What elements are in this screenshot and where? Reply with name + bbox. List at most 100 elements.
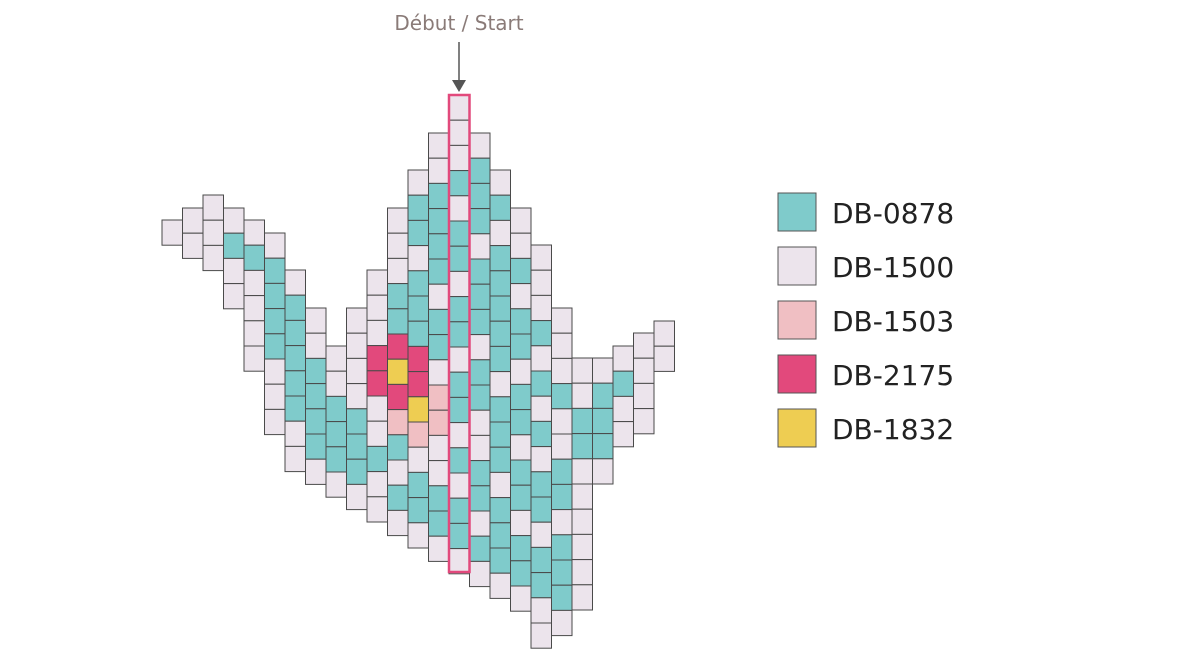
bead	[653, 320, 675, 347]
bead	[510, 535, 532, 562]
bead	[489, 371, 511, 398]
bead	[305, 408, 327, 435]
bead	[284, 319, 306, 347]
bead	[305, 332, 327, 359]
bead	[489, 446, 511, 473]
bead	[366, 395, 388, 422]
bead	[366, 345, 388, 372]
bead	[633, 357, 655, 384]
bead	[366, 370, 388, 397]
bead	[489, 270, 511, 297]
bead	[510, 434, 532, 461]
bead	[161, 219, 183, 246]
bead	[510, 207, 532, 234]
bead	[551, 483, 573, 511]
bead	[325, 421, 347, 448]
bead	[448, 119, 470, 146]
bead	[284, 420, 306, 447]
bead	[469, 384, 491, 411]
bead	[305, 357, 327, 385]
legend-swatch	[777, 354, 817, 394]
bead	[387, 383, 409, 411]
bead	[489, 471, 511, 499]
bead	[428, 334, 450, 361]
legend-swatch	[777, 300, 817, 340]
bead	[530, 521, 552, 548]
bead	[202, 244, 224, 272]
bead	[448, 170, 470, 197]
bead	[407, 169, 429, 196]
bead	[530, 622, 552, 649]
bead	[633, 408, 655, 435]
legend-label: DB-2175	[832, 359, 954, 392]
bead	[530, 471, 552, 498]
bead	[510, 283, 532, 310]
bead	[264, 308, 286, 335]
bead	[366, 269, 388, 296]
bead	[284, 445, 306, 473]
bead	[366, 445, 388, 473]
bead	[243, 244, 265, 271]
bead	[387, 509, 409, 537]
bead	[407, 396, 429, 423]
bead	[407, 421, 429, 448]
bead	[407, 194, 429, 221]
bead	[551, 332, 573, 359]
bead	[612, 370, 634, 397]
bead	[510, 484, 532, 511]
bead	[387, 207, 409, 234]
bead	[510, 308, 532, 335]
bead	[571, 533, 593, 561]
bead	[407, 371, 429, 398]
bead	[489, 547, 511, 574]
bead	[387, 434, 409, 461]
bead	[510, 333, 532, 360]
bead	[571, 483, 593, 510]
bead	[448, 396, 470, 424]
bead	[571, 407, 593, 435]
bead	[407, 320, 429, 347]
bead	[469, 258, 491, 285]
bead	[489, 421, 511, 448]
bead	[428, 208, 450, 235]
bead	[366, 294, 388, 321]
bead	[428, 233, 450, 260]
bead	[407, 270, 429, 297]
bead	[510, 409, 532, 436]
bead	[571, 458, 593, 485]
bead	[551, 584, 573, 611]
bead	[346, 307, 368, 334]
bead	[264, 257, 286, 284]
bead	[489, 497, 511, 524]
bead-grid	[161, 94, 675, 649]
bead	[264, 333, 286, 360]
bead	[510, 232, 532, 259]
bead	[428, 384, 450, 411]
bead	[305, 307, 327, 334]
bead	[284, 370, 306, 397]
bead	[571, 559, 593, 586]
bead	[346, 458, 368, 485]
bead	[243, 269, 265, 297]
bead	[428, 157, 450, 184]
bead	[510, 509, 532, 537]
bead	[387, 308, 409, 335]
bead	[489, 572, 511, 599]
bead	[366, 420, 388, 447]
bead	[469, 132, 491, 159]
bead	[551, 609, 573, 637]
bead	[469, 208, 491, 235]
bead	[592, 433, 614, 460]
bead	[551, 433, 573, 460]
bead	[469, 409, 491, 436]
bead	[530, 294, 552, 322]
bead	[346, 332, 368, 359]
bead	[428, 409, 450, 436]
bead	[530, 244, 552, 271]
bead	[592, 458, 614, 485]
bead	[530, 546, 552, 574]
bead	[407, 522, 429, 549]
bead	[469, 182, 491, 210]
bead	[366, 471, 388, 498]
start-column-outline	[447, 93, 471, 574]
